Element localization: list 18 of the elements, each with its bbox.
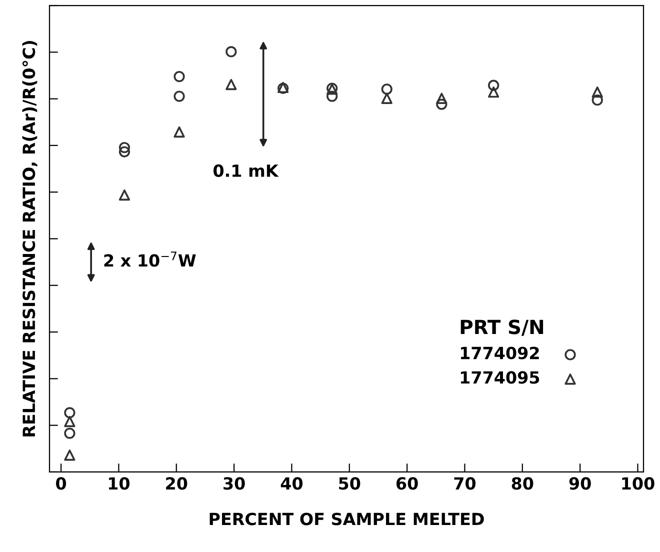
x-axis-title: PERCENT OF SAMPLE MELTED (210, 512, 484, 526)
x-tick-label: 0 (56, 477, 66, 490)
y-axis-title: RELATIVE RESISTANCE RATIO, R(Ar)/R(0°C) (22, 41, 38, 436)
x-tick-label: 90 (569, 477, 591, 490)
x-tick-label: 80 (512, 477, 534, 490)
legend-label: 1774095 (460, 371, 540, 384)
x-tick-label: 100 (622, 477, 654, 490)
x-tick-label: 10 (108, 477, 130, 490)
x-tick-label: 20 (166, 477, 188, 490)
annotation: 0.1 mK (214, 164, 279, 178)
annotation: 2 x 10$^{−7}$W (104, 252, 196, 267)
x-tick-label: 40 (280, 477, 303, 490)
x-tick-label: 70 (454, 477, 476, 490)
legend-title: PRT S/N (460, 320, 544, 336)
x-tick-label: 60 (396, 477, 418, 490)
x-tick-label: 30 (224, 477, 245, 490)
legend-label: 1774092 (460, 346, 539, 360)
x-tick-label: 50 (339, 477, 360, 490)
